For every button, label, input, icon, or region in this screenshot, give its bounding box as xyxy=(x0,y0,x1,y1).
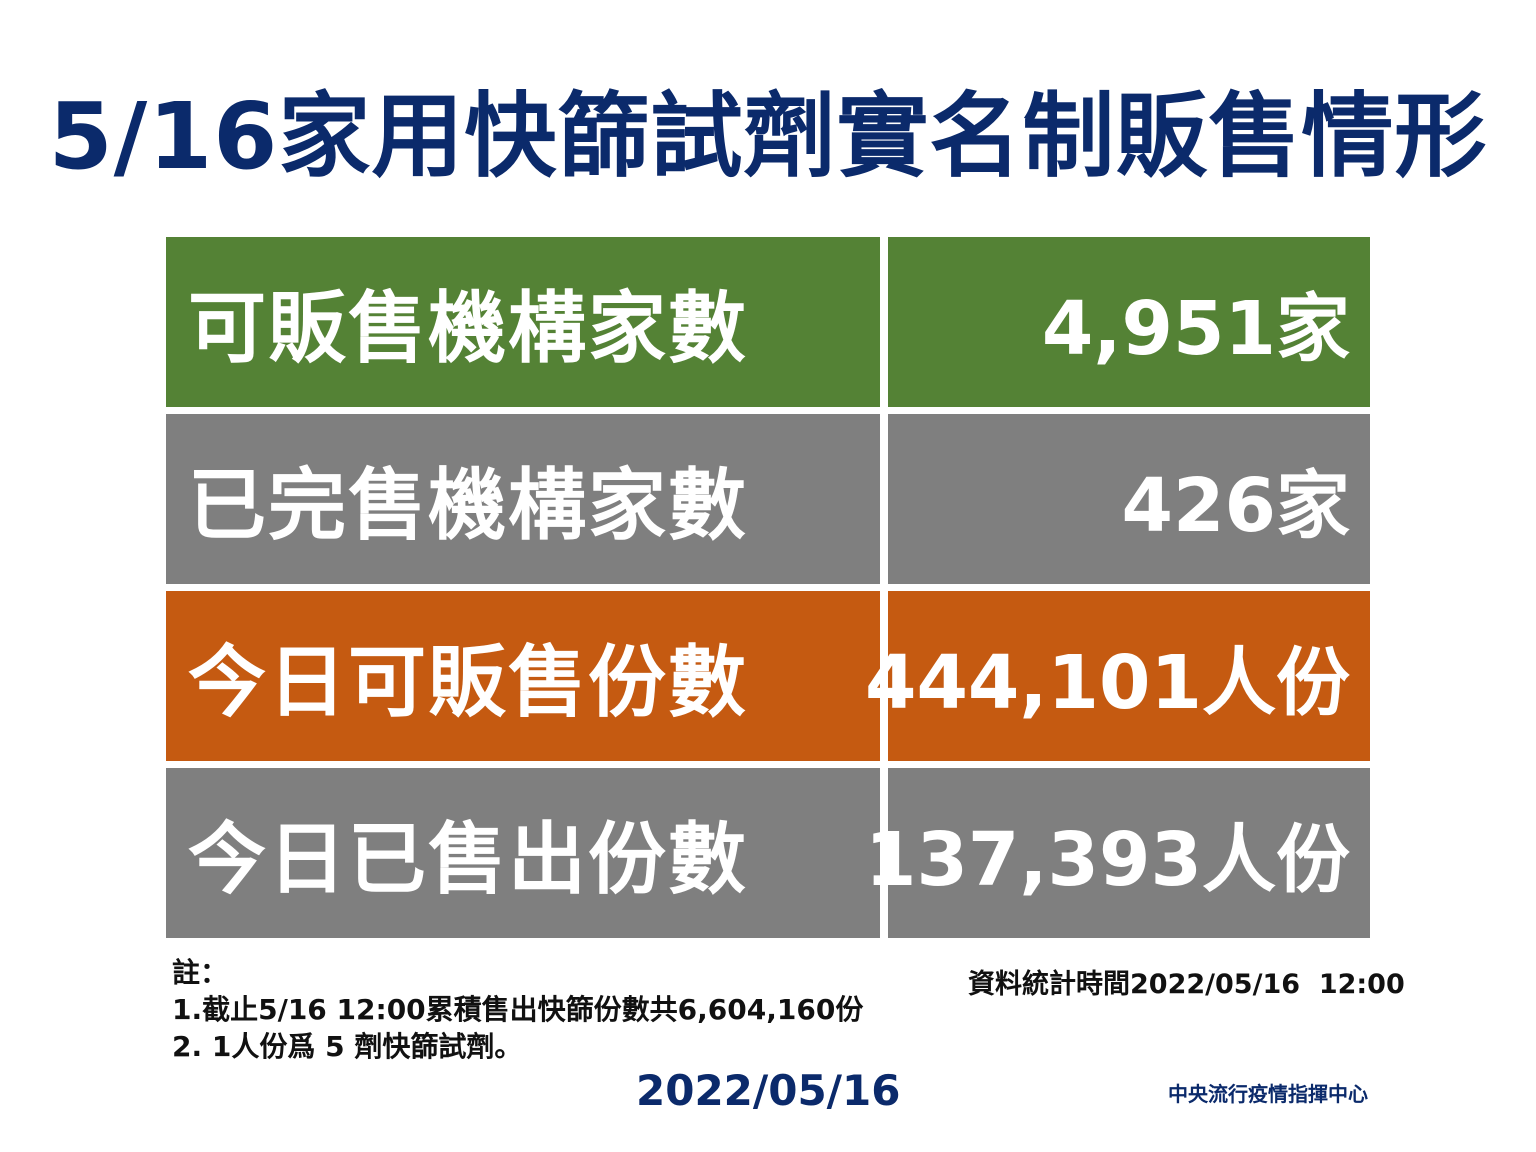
row-label: 今日可販售份數 xyxy=(166,591,880,761)
publish-date: 2022/05/16 xyxy=(636,1066,901,1115)
note-line-1: 1.截止5/16 12:00累積售出快篩份數共6,604,160份 xyxy=(172,993,864,1026)
footnotes: 註： 1.截止5/16 12:00累積售出快篩份數共6,604,160份 2. … xyxy=(172,954,863,1065)
row-label: 已完售機構家數 xyxy=(166,414,880,584)
table-row: 可販售機構家數 4,951家 xyxy=(166,237,1370,407)
table-row: 已完售機構家數 426家 xyxy=(166,414,1370,584)
row-value: 444,101人份 xyxy=(865,591,1370,761)
organization-name: 中央流行疫情指揮中心 xyxy=(1168,1082,1368,1106)
row-label: 可販售機構家數 xyxy=(166,237,880,407)
row-value: 137,393人份 xyxy=(865,768,1370,938)
page-title: 5/16家用快篩試劑實名制販售情形 xyxy=(48,83,1488,190)
row-label: 今日已售出份數 xyxy=(166,768,880,938)
notes-heading: 註： xyxy=(172,956,229,989)
note-line-2: 2. 1人份爲 5 劑快篩試劑。 xyxy=(172,1030,523,1063)
row-value: 4,951家 xyxy=(888,237,1370,407)
row-value: 426家 xyxy=(888,414,1370,584)
data-timestamp: 資料統計時間2022/05/16 12:00 xyxy=(968,969,1405,1000)
table-row: 今日已售出份數 137,393人份 xyxy=(166,768,1370,938)
table-row: 今日可販售份數 444,101人份 xyxy=(166,591,1370,761)
